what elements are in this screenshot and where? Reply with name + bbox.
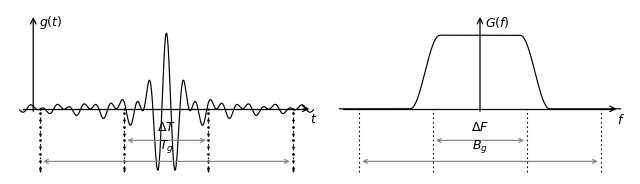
Text: $g(t)$: $g(t)$: [39, 14, 62, 31]
Text: $f$: $f$: [617, 113, 625, 127]
Text: $\Delta F$: $\Delta F$: [471, 121, 489, 134]
Text: $G(f)$: $G(f)$: [485, 15, 510, 30]
Text: $\Delta T$: $\Delta T$: [157, 121, 176, 134]
Text: $t$: $t$: [310, 113, 317, 126]
Text: $T_g$: $T_g$: [159, 138, 174, 155]
Text: $B_g$: $B_g$: [472, 138, 488, 155]
